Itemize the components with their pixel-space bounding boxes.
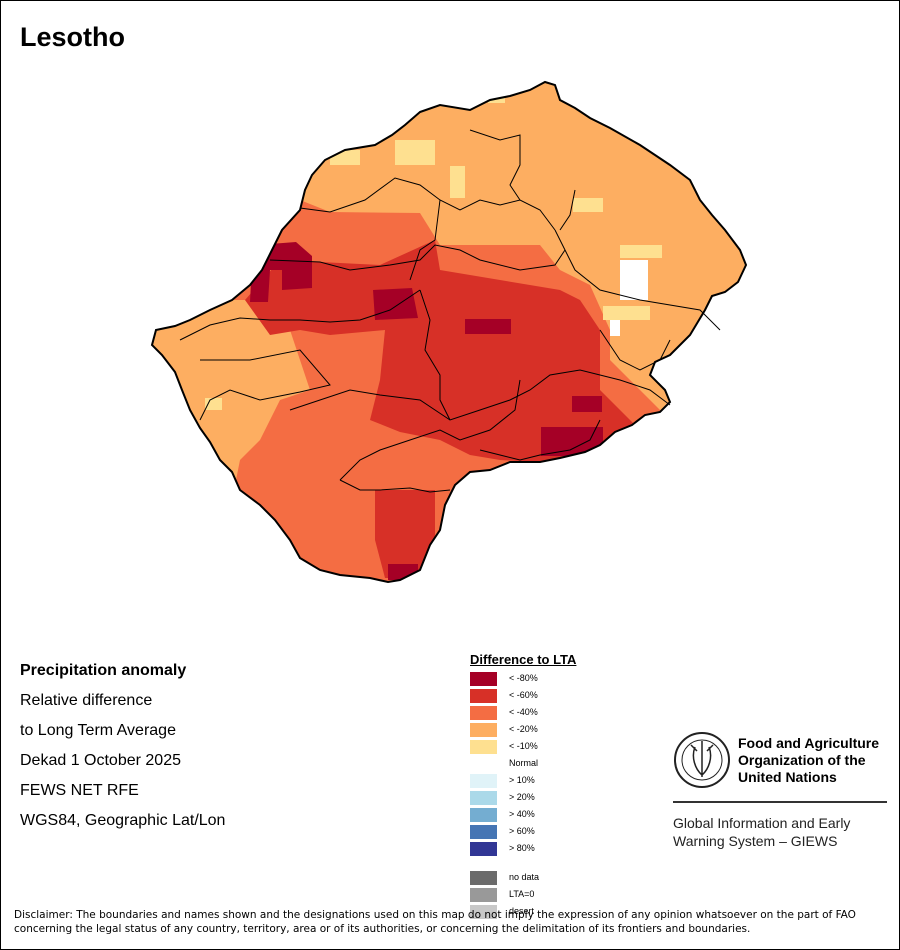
legend-label: > 60% — [509, 826, 535, 836]
legend-label: < -60% — [509, 690, 538, 700]
district-boundaries — [179, 129, 721, 493]
district-boundary — [199, 349, 331, 421]
legend-swatch — [470, 791, 497, 805]
legend-label: Normal — [509, 758, 539, 768]
legend-label: > 40% — [509, 809, 535, 819]
zone-lt10 — [205, 90, 662, 410]
district-boundary — [179, 289, 421, 341]
district-boundary — [469, 129, 521, 201]
fao-logo — [674, 732, 730, 788]
zone-normal — [610, 260, 648, 336]
district-boundary — [339, 479, 451, 493]
giews-name: Global Information and Early Warning Sys… — [673, 814, 850, 850]
anomaly-raster — [152, 82, 746, 582]
fao-name: Food and Agriculture Organization of the… — [738, 735, 879, 786]
fao-divider — [673, 801, 887, 803]
legend-swatch — [470, 871, 497, 885]
legend-swatch — [470, 689, 497, 703]
district-boundary — [289, 369, 671, 421]
legend-label: < -40% — [509, 707, 538, 717]
legend-label: > 20% — [509, 792, 535, 802]
legend-swatch — [470, 842, 497, 856]
legend-swatch — [470, 825, 497, 839]
legend-label: desert — [509, 906, 535, 916]
legend-label: > 80% — [509, 843, 535, 853]
legend-label: < -20% — [509, 724, 538, 734]
legend-swatch — [470, 757, 497, 771]
district-boundary — [479, 419, 601, 461]
district-boundary — [419, 289, 451, 421]
zone-lt80 — [250, 242, 603, 580]
legend-label: > 10% — [509, 775, 535, 785]
legend-label: < -10% — [509, 741, 538, 751]
district-boundary — [409, 199, 441, 281]
district-boundary — [339, 379, 521, 481]
country-outline — [150, 80, 748, 584]
info-line: Dekad 1 October 2025 — [20, 752, 181, 769]
legend-swatch — [470, 740, 497, 754]
fao-name-line: Organization of the — [738, 752, 866, 768]
info-line: FEWS NET RFE — [20, 782, 139, 799]
legend-swatch — [470, 888, 497, 902]
info-heading: Precipitation anomaly — [20, 662, 187, 679]
district-boundary — [269, 244, 566, 271]
legend-swatch — [470, 672, 497, 686]
legend-label: < -80% — [509, 673, 538, 683]
legend: Difference to LTA < -80% < -60% < -40% < -2… — [470, 652, 577, 919]
legend-swatch — [470, 808, 497, 822]
legend-swatch — [470, 905, 497, 919]
info-line: to Long Term Average — [20, 722, 176, 739]
legend-swatch — [470, 723, 497, 737]
legend-title: Difference to LTA — [470, 652, 577, 667]
map-title: Lesotho — [20, 22, 125, 52]
legend-swatch — [470, 774, 497, 788]
legend-label: no data — [509, 872, 540, 882]
district-boundary — [599, 329, 671, 371]
district-boundary — [299, 177, 556, 231]
fao-name-line: United Nations — [738, 769, 837, 785]
disclaimer: Disclaimer: The boundaries and names sho… — [14, 909, 856, 935]
giews-line: Global Information and Early — [673, 815, 851, 831]
info-block: Precipitation anomaly Relative differenc… — [20, 656, 225, 836]
giews-line: Warning System – GIEWS — [673, 833, 838, 849]
anomaly-map — [150, 80, 748, 584]
legend-label: LTA=0 — [509, 889, 535, 899]
info-line: WGS84, Geographic Lat/Lon — [20, 812, 226, 829]
zone-lt60 — [245, 240, 640, 578]
info-line: Relative difference — [20, 692, 153, 709]
legend-swatch — [470, 706, 497, 720]
district-boundary — [559, 189, 576, 231]
fao-name-line: Food and Agriculture — [738, 735, 880, 751]
